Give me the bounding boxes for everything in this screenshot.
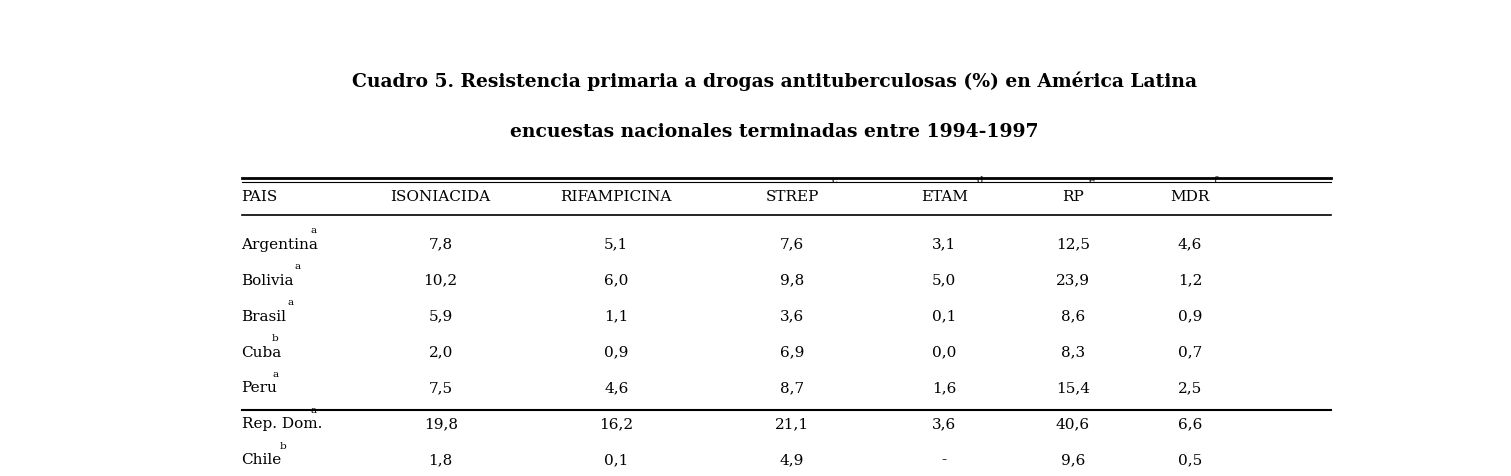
Text: 9,6: 9,6 xyxy=(1061,453,1085,467)
Text: Peru: Peru xyxy=(242,381,278,396)
Text: 12,5: 12,5 xyxy=(1056,238,1089,252)
Text: a: a xyxy=(295,262,301,271)
Text: 0,9: 0,9 xyxy=(1179,309,1203,324)
Text: 8,7: 8,7 xyxy=(780,381,804,396)
Text: 5,0: 5,0 xyxy=(932,274,956,288)
Text: Argentina: Argentina xyxy=(242,238,319,252)
Text: Rep. Dom.: Rep. Dom. xyxy=(242,417,322,431)
Text: ISONIACIDA: ISONIACIDA xyxy=(390,190,491,204)
Text: 3,6: 3,6 xyxy=(932,417,956,431)
Text: 6,0: 6,0 xyxy=(604,274,629,288)
Text: -: - xyxy=(941,453,947,467)
Text: MDR: MDR xyxy=(1171,190,1210,204)
Text: 1,1: 1,1 xyxy=(604,309,629,324)
Text: 8,3: 8,3 xyxy=(1061,346,1085,359)
Text: Cuadro 5. Resistencia primaria a drogas antituberculosas (%) en América Latina: Cuadro 5. Resistencia primaria a drogas … xyxy=(352,72,1197,91)
Text: 1,2: 1,2 xyxy=(1179,274,1203,288)
Text: 1,8: 1,8 xyxy=(429,453,453,467)
Text: 9,8: 9,8 xyxy=(780,274,804,288)
Text: 21,1: 21,1 xyxy=(775,417,808,431)
Text: c: c xyxy=(831,176,837,185)
Text: 5,9: 5,9 xyxy=(429,309,453,324)
Text: Chile: Chile xyxy=(242,453,283,467)
Text: 2,5: 2,5 xyxy=(1179,381,1203,396)
Text: 1,6: 1,6 xyxy=(932,381,956,396)
Text: 7,5: 7,5 xyxy=(429,381,453,396)
Text: 15,4: 15,4 xyxy=(1056,381,1089,396)
Text: e: e xyxy=(1089,176,1095,185)
Text: STREP: STREP xyxy=(765,190,819,204)
Text: 3,6: 3,6 xyxy=(780,309,804,324)
Text: a: a xyxy=(287,298,293,307)
Text: a: a xyxy=(310,227,316,235)
Text: 7,8: 7,8 xyxy=(429,238,453,252)
Text: RP: RP xyxy=(1062,190,1083,204)
Text: encuestas nacionales terminadas entre 1994-1997: encuestas nacionales terminadas entre 19… xyxy=(511,123,1038,141)
Text: 4,6: 4,6 xyxy=(604,381,629,396)
Text: Cuba: Cuba xyxy=(242,346,283,359)
Text: 0,9: 0,9 xyxy=(604,346,629,359)
Text: d: d xyxy=(976,176,982,185)
Text: b: b xyxy=(280,442,287,451)
Text: 40,6: 40,6 xyxy=(1056,417,1089,431)
Text: 0,0: 0,0 xyxy=(932,346,956,359)
Text: 0,7: 0,7 xyxy=(1179,346,1203,359)
Text: 4,6: 4,6 xyxy=(1179,238,1203,252)
Text: 4,9: 4,9 xyxy=(780,453,804,467)
Text: 7,6: 7,6 xyxy=(780,238,804,252)
Text: 0,5: 0,5 xyxy=(1179,453,1203,467)
Text: 16,2: 16,2 xyxy=(600,417,633,431)
Text: Bolivia: Bolivia xyxy=(242,274,295,288)
Text: 3,1: 3,1 xyxy=(932,238,956,252)
Text: PAIS: PAIS xyxy=(242,190,278,204)
Text: a: a xyxy=(272,370,278,379)
Text: RIFAMPICINA: RIFAMPICINA xyxy=(561,190,672,204)
Text: 8,6: 8,6 xyxy=(1061,309,1085,324)
Text: 6,6: 6,6 xyxy=(1179,417,1203,431)
Text: a: a xyxy=(310,406,316,415)
Text: f: f xyxy=(1213,176,1218,185)
Text: b: b xyxy=(272,334,278,343)
Text: 0,1: 0,1 xyxy=(932,309,956,324)
Text: 0,1: 0,1 xyxy=(604,453,629,467)
Text: 2,0: 2,0 xyxy=(429,346,453,359)
Text: ETAM: ETAM xyxy=(920,190,967,204)
Text: 6,9: 6,9 xyxy=(780,346,804,359)
Text: 5,1: 5,1 xyxy=(604,238,629,252)
Text: Brasil: Brasil xyxy=(242,309,287,324)
Text: 19,8: 19,8 xyxy=(423,417,458,431)
Text: 23,9: 23,9 xyxy=(1056,274,1089,288)
Text: 10,2: 10,2 xyxy=(423,274,458,288)
